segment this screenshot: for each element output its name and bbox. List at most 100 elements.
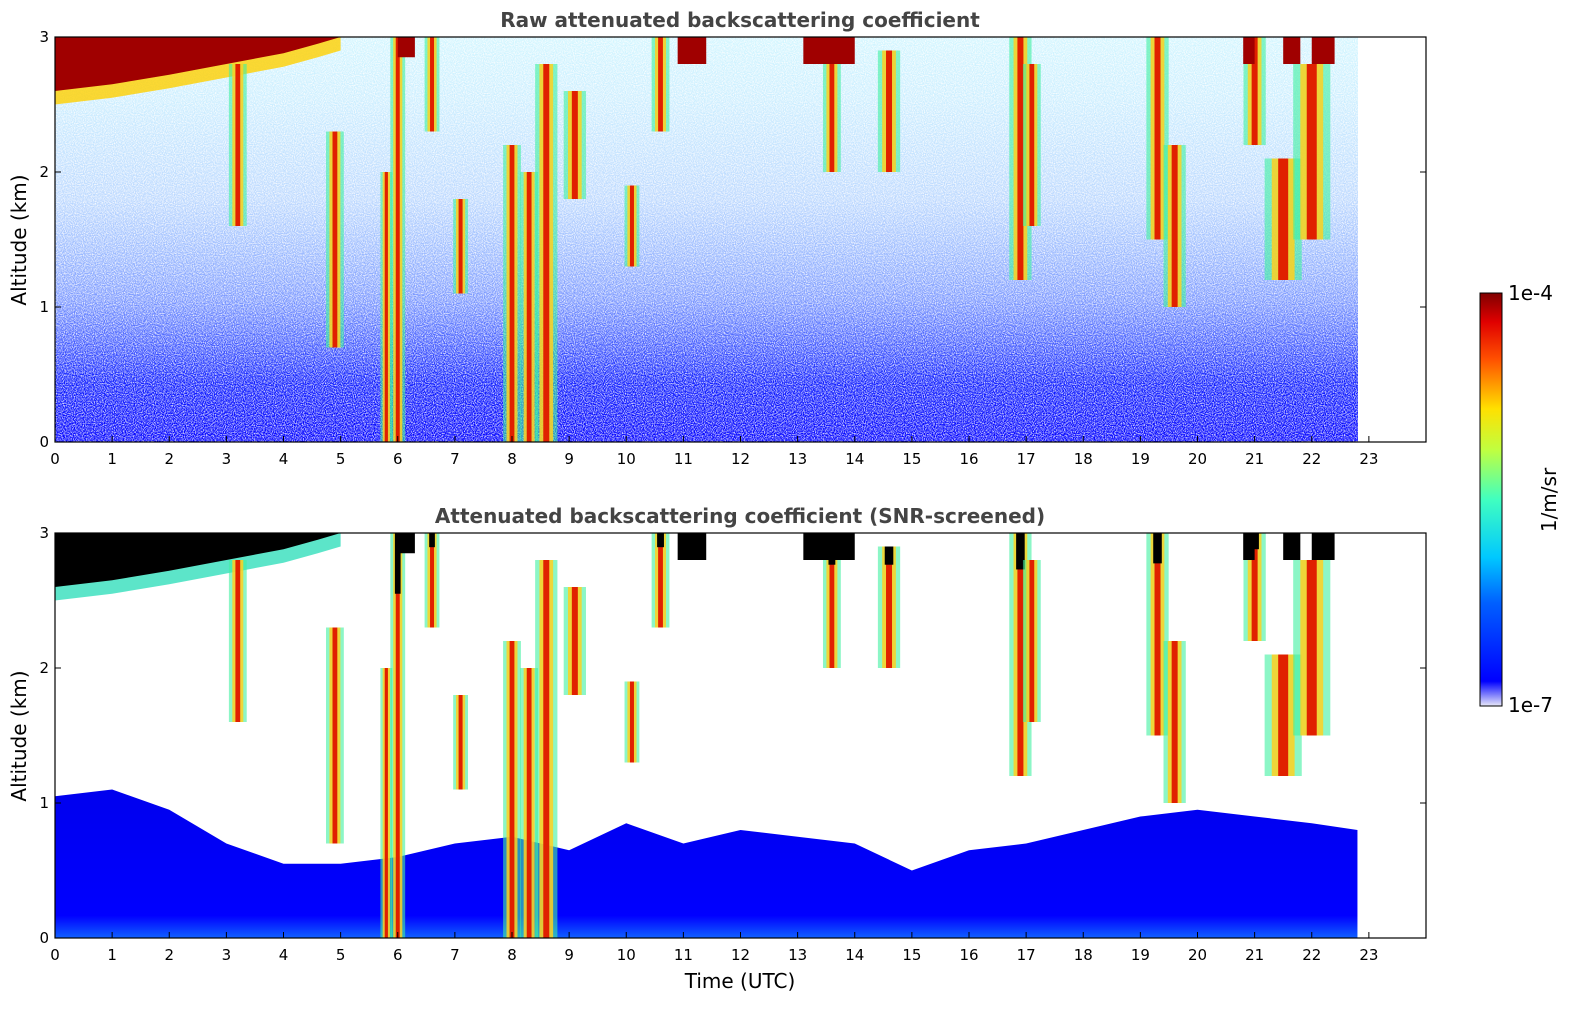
raw-axes: 0 1 2 3 4 5 6 7 8 9 10 11 12 13 14 15 16 17 18 19 20 21 22 2301… [39,28,1426,468]
x-tick-label: 8 [507,946,517,964]
plume-core [430,533,435,628]
plume-core [543,560,550,938]
x-tick-label: 13 [788,946,807,964]
plume-core [332,627,338,844]
x-tick-label: 20 [1188,450,1207,468]
screened-backscatter-panel: Attenuated backscattering coefficient (S… [7,504,1427,993]
x-tick-label: 17 [1017,946,1036,964]
x-tick-label: 15 [902,450,921,468]
x-tick-label: 12 [731,450,750,468]
y-tick-label: 1 [39,794,49,812]
plume-saturated-top [884,546,894,565]
plume-core [509,145,515,442]
x-tick-label: 7 [450,450,460,468]
x-tick-label: 0 [50,946,60,964]
plume-core [1029,560,1035,722]
plume-core [526,668,532,938]
x-tick-label: 5 [336,946,346,964]
x-tick-label: 8 [507,450,517,468]
x-tick-label: 11 [674,450,693,468]
high-cloud-patch [1283,533,1301,560]
x-tick-label: 18 [1074,946,1093,964]
high-cloud-patch [803,533,855,560]
high-cloud-patch [1311,533,1335,560]
x-tick-label: 13 [788,450,807,468]
x-tick-label: 1 [107,450,117,468]
x-tick-label: 16 [959,946,978,964]
plume-saturated-top [429,533,435,548]
x-tick-label: 17 [1017,450,1036,468]
y-tick-label: 3 [39,28,49,46]
x-tick-label: 7 [450,946,460,964]
plume-core [1029,64,1035,226]
plume-core [1278,654,1289,776]
plume-core [458,695,463,790]
high-cloud-patch [1311,37,1335,64]
x-tick-label: 3 [222,946,232,964]
plume-core [1017,533,1024,776]
plume-core [1306,64,1317,240]
high-cloud-patch [397,533,415,554]
cloud-layer-saturated [55,533,341,587]
plume-core [629,681,634,763]
y-tick-label: 0 [39,433,49,451]
screened-heatmap [55,533,1358,938]
screened-boundary-layer [55,789,1358,938]
x-tick-label: 22 [1302,946,1321,964]
plume-saturated-top [1016,533,1025,570]
colorbar-ramp [1479,292,1503,707]
plume-core [829,50,835,172]
colorbar-max-label: 1e-4 [1508,281,1553,305]
plume-core [1171,641,1178,803]
plume-core [1154,37,1161,240]
plume-core [1017,37,1024,280]
y-tick-label: 0 [39,929,49,947]
x-tick-label: 14 [845,450,864,468]
plume-saturated-top [657,533,664,548]
plume-core [571,91,578,199]
high-cloud-patch [1243,533,1255,560]
plume-core [658,533,663,628]
x-tick-label: 6 [393,450,403,468]
screened-y-axis-label: Altitude (km) [7,670,31,801]
y-tick-label: 2 [39,163,49,181]
plume-core [509,641,515,938]
x-tick-label: 20 [1188,946,1207,964]
plume-core [526,172,532,442]
x-tick-label: 22 [1302,450,1321,468]
plume-core [1154,533,1161,736]
x-tick-label: 15 [902,946,921,964]
x-tick-label: 23 [1359,450,1378,468]
plume-core [829,546,835,668]
x-tick-label: 3 [222,450,232,468]
plume-core [1171,145,1178,307]
raw-noise-grain [55,37,1358,442]
x-tick-label: 2 [164,946,174,964]
raw-y-axis-label: Altitude (km) [7,174,31,305]
plume-core [458,199,463,294]
high-cloud-patch [1283,37,1301,64]
x-tick-label: 2 [164,450,174,468]
colorbar-units-label: 1/m/sr [1537,467,1561,532]
plume-core [629,185,634,267]
plume-core [571,587,578,695]
y-tick-label: 2 [39,659,49,677]
plume-core [658,37,663,132]
plume-core [886,50,893,172]
x-tick-label: 18 [1074,450,1093,468]
cloud-layer-core [55,37,341,91]
raw-panel-title: Raw attenuated backscattering coefficien… [500,8,980,32]
x-tick-label: 1 [107,946,117,964]
colorbar-min-label: 1e-7 [1508,693,1553,717]
colorbar: 1e-4 1e-7 1/m/sr [1479,281,1561,717]
x-tick-label: 12 [731,946,750,964]
plume-core [430,37,435,132]
x-tick-label: 5 [336,450,346,468]
plume-core [395,533,400,938]
x-tick-label: 21 [1245,946,1264,964]
raw-backscatter-panel: Raw attenuated backscattering coefficien… [7,8,1427,468]
screened-axes: 0 1 2 3 4 5 6 7 8 9 10 11 12 13 14 15 16 17 18 19 20 21 22 2301… [39,524,1426,964]
x-axis-label: Time (UTC) [684,969,796,993]
high-cloud-patch [803,37,855,64]
